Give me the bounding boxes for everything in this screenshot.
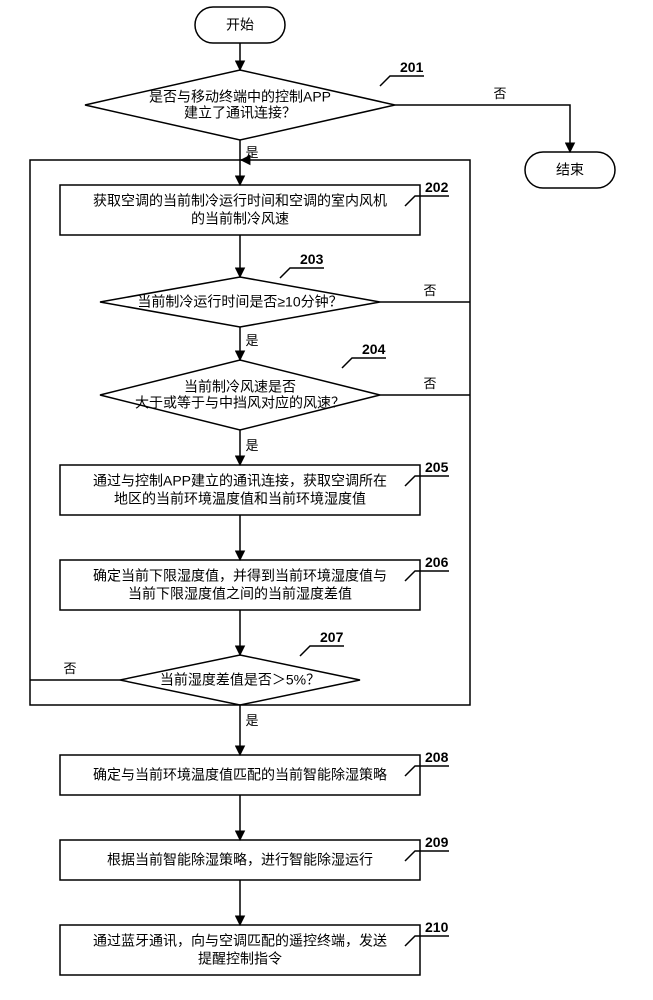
edge-201-end — [395, 105, 570, 152]
edge-label-7: 否 — [63, 661, 76, 676]
step-label-208: 208 — [425, 749, 449, 765]
decision-207-text: 当前湿度差值是否＞5%？ — [160, 672, 320, 688]
edge-label-2: 是 — [245, 333, 258, 348]
decision-201-text: 是否与移动终端中的控制APP — [149, 89, 331, 105]
step-label-206: 206 — [425, 554, 449, 570]
label-tick-204 — [342, 358, 386, 368]
process-206-text: 确定当前下限湿度值，并得到当前环境湿度值与 — [93, 568, 387, 584]
process-202-text: 获取空调的当前制冷运行时间和空调的室内风机 — [93, 193, 387, 209]
decision-201-text: 建立了通讯连接？ — [184, 105, 296, 121]
decision-204-text: 大于或等于与中挡风对应的风速？ — [135, 395, 345, 411]
step-label-210: 210 — [425, 919, 449, 935]
step-label-207: 207 — [320, 629, 344, 645]
step-label-204: 204 — [362, 341, 386, 357]
process-205-text: 通过与控制APP建立的通讯连接，获取空调所在 — [93, 473, 387, 489]
process-208-text: 确定与当前环境温度值匹配的当前智能除湿策略 — [93, 767, 387, 783]
edge-label-4: 是 — [245, 438, 258, 453]
start-terminator-label: 开始 — [226, 17, 254, 33]
label-tick-203 — [280, 268, 324, 278]
edge-label-3: 否 — [423, 283, 436, 298]
edge-label-0: 是 — [245, 145, 258, 160]
process-210-text: 通过蓝牙通讯，向与空调匹配的遥控终端，发送 — [93, 933, 387, 949]
label-tick-207 — [300, 646, 344, 656]
process-202-text: 的当前制冷风速 — [191, 211, 289, 227]
process-209-text: 根据当前智能除湿策略，进行智能除湿运行 — [107, 852, 373, 868]
step-label-209: 209 — [425, 834, 449, 850]
step-label-202: 202 — [425, 179, 449, 195]
step-label-203: 203 — [300, 251, 324, 267]
label-tick-201 — [380, 76, 424, 86]
process-205-text: 地区的当前环境温度值和当前环境湿度值 — [114, 491, 366, 507]
process-210-text: 提醒控制指令 — [198, 951, 282, 967]
edge-label-1: 否 — [493, 86, 506, 101]
loop-box — [30, 160, 470, 705]
step-label-205: 205 — [425, 459, 449, 475]
process-206-text: 当前下限湿度值之间的当前湿度差值 — [128, 586, 352, 602]
edge-label-6: 是 — [245, 713, 258, 728]
decision-203-text: 当前制冷运行时间是否≥10分钟？ — [137, 294, 342, 310]
decision-204-text: 当前制冷风速是否 — [184, 379, 296, 395]
end-terminator-label: 结束 — [556, 162, 584, 178]
step-label-201: 201 — [400, 59, 424, 75]
edge-label-5: 否 — [423, 376, 436, 391]
